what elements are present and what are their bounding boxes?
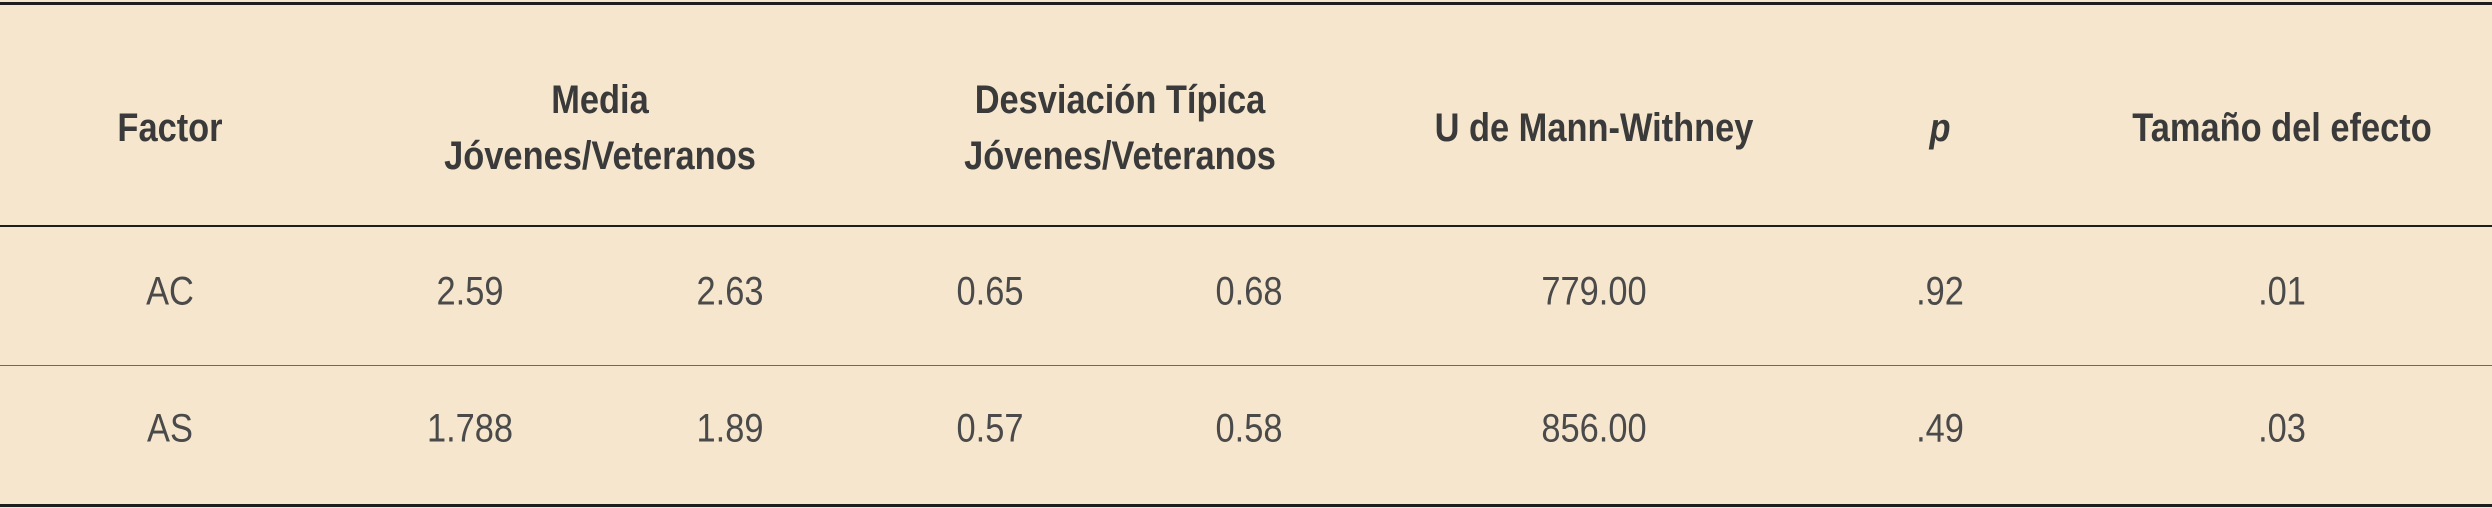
row1-sd-veteranos: 0.68 xyxy=(1215,269,1283,314)
table-bottom-rule xyxy=(0,504,2492,507)
row1-factor: AC xyxy=(146,269,194,314)
table-top-rule xyxy=(0,2,2492,5)
row2-media-jovenes: 1.788 xyxy=(426,406,514,451)
header-media-line1: Media xyxy=(551,78,649,122)
row1-effect: .01 xyxy=(2258,269,2306,314)
table-header-rule xyxy=(0,225,2492,227)
row1-sd-jovenes: 0.65 xyxy=(956,269,1024,314)
row2-sd-veteranos: 0.58 xyxy=(1215,406,1283,451)
row2-p: .49 xyxy=(1916,406,1964,451)
header-mann-whitney: U de Mann-Withney xyxy=(1434,106,1754,150)
row2-media-veteranos: 1.89 xyxy=(696,406,764,451)
row2-sd-jovenes: 0.57 xyxy=(956,406,1024,451)
row2-effect: .03 xyxy=(2258,406,2306,451)
row1-media-veteranos: 2.63 xyxy=(696,269,764,314)
row2-u: 856.00 xyxy=(1541,406,1647,451)
row1-p: .92 xyxy=(1916,269,1964,314)
header-media: Media Jóvenes/Veteranos xyxy=(444,72,756,184)
header-media-line2: Jóvenes/Veteranos xyxy=(444,134,756,178)
header-factor: Factor xyxy=(117,106,223,150)
row2-factor: AS xyxy=(147,406,193,451)
row1-u: 779.00 xyxy=(1541,269,1647,314)
header-sd-line2: Jóvenes/Veteranos xyxy=(964,134,1276,178)
header-sd-line1: Desviación Típica xyxy=(974,78,1266,122)
header-sd: Desviación Típica Jóvenes/Veteranos xyxy=(964,72,1276,184)
table-row-divider xyxy=(0,365,2492,366)
row1-media-jovenes: 2.59 xyxy=(436,269,504,314)
header-p: p xyxy=(1929,106,1951,150)
header-effect-size: Tamaño del efecto xyxy=(2132,106,2432,150)
